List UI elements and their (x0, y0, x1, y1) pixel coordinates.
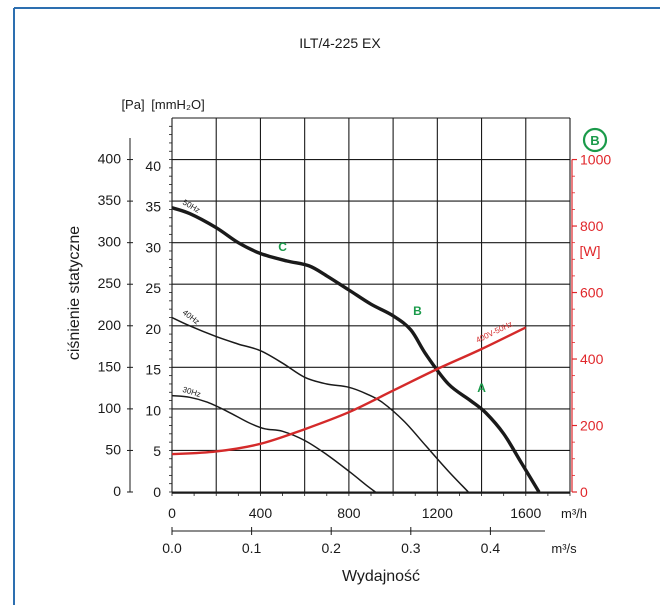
pa-tick-label: 50 (105, 441, 121, 457)
w-tick-label: 400 (580, 351, 604, 367)
w-tick-label: 600 (580, 285, 604, 301)
pa-tick-label: 0 (113, 483, 121, 499)
x-unit-m3s: m³/s (551, 541, 577, 556)
chart-title: ILT/4-225 EX (299, 35, 381, 51)
mmh2o-tick-label: 30 (145, 239, 161, 255)
x-axis-label: Wydajność (342, 568, 420, 585)
x-unit-m3h: m³/h (561, 506, 587, 521)
pa-tick-label: 300 (98, 234, 122, 250)
w-tick-label: 0 (580, 484, 588, 500)
curve-400v-50hz (171, 326, 527, 456)
mmh2o-tick-label: 25 (145, 280, 161, 296)
w-tick-label: 200 (580, 418, 604, 434)
pa-tick-label: 200 (98, 317, 122, 333)
x2-tick-label: 0.1 (242, 540, 262, 556)
frame-border (13, 7, 660, 605)
series-label-power: 400V-50Hz (474, 319, 514, 344)
badge-label: B (590, 133, 599, 148)
x-tick-label: 1200 (422, 505, 453, 521)
y-unit-w: [W] (580, 243, 601, 259)
mmh2o-tick-label: 10 (145, 402, 161, 418)
pa-tick-label: 350 (98, 192, 122, 208)
mmh2o-tick-label: 5 (153, 443, 161, 459)
x2-tick-label: 0.0 (162, 540, 182, 556)
mmh2o-tick-label: 40 (145, 158, 161, 174)
pa-tick-label: 150 (98, 358, 122, 374)
x2-tick-label: 0.2 (321, 540, 341, 556)
y-unit-mmh2o: [mmH₂O] (151, 97, 204, 112)
w-tick-label: 800 (580, 218, 604, 234)
chart-axes: 0501001502002503003504000510152025303540… (98, 125, 611, 556)
x-tick-label: 800 (337, 505, 361, 521)
x-tick-label: 400 (249, 505, 273, 521)
point-label-a: A (477, 381, 486, 395)
x2-tick-label: 0.3 (401, 540, 421, 556)
mmh2o-tick-label: 20 (145, 321, 161, 337)
chart-curves (171, 206, 541, 493)
curve-40hz (171, 316, 469, 493)
pa-tick-label: 250 (98, 275, 122, 291)
point-label-c: C (278, 240, 287, 254)
badge: B (582, 127, 608, 153)
mmh2o-tick-label: 15 (145, 362, 161, 378)
point-label-b: B (413, 304, 422, 318)
y-axis-label: ciśnienie statyczne (66, 226, 83, 360)
w-tick-label: 1000 (580, 152, 611, 168)
pa-tick-label: 400 (98, 151, 122, 167)
x-tick-label: 1600 (510, 505, 541, 521)
curve-50hz (171, 206, 541, 493)
curve-30hz (171, 394, 376, 493)
badge-circle (582, 127, 608, 153)
x2-tick-label: 0.4 (481, 540, 501, 556)
y-unit-pa: [Pa] (121, 97, 144, 112)
mmh2o-tick-label: 0 (153, 484, 161, 500)
x-tick-label: 0 (168, 505, 176, 521)
pa-tick-label: 100 (98, 400, 122, 416)
mmh2o-tick-label: 35 (145, 199, 161, 215)
